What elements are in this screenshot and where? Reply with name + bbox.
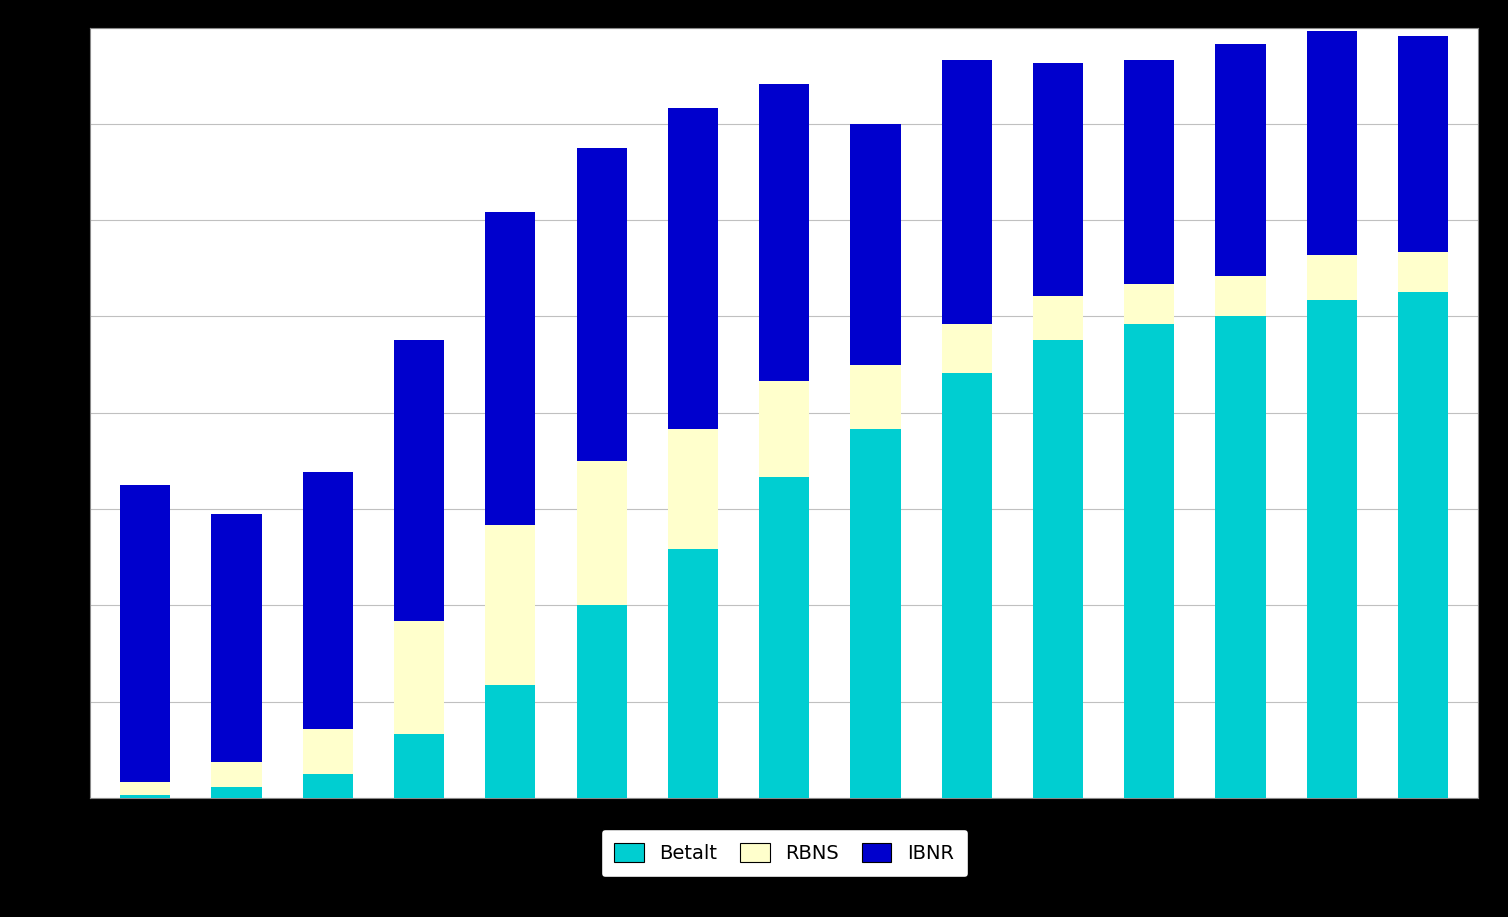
Bar	[394, 622, 445, 734]
Bar	[303, 729, 353, 774]
Bar	[486, 685, 535, 798]
Bar	[851, 428, 900, 798]
Bar	[1123, 284, 1175, 325]
Bar	[1398, 252, 1448, 293]
Legend: Betalt, RBNS, IBNR: Betalt, RBNS, IBNR	[600, 829, 968, 877]
Bar	[1307, 255, 1357, 301]
Bar	[211, 514, 261, 763]
Bar	[394, 734, 445, 798]
Bar	[211, 763, 261, 787]
Bar	[1215, 276, 1265, 316]
Bar	[668, 429, 718, 549]
Bar	[121, 794, 170, 798]
Bar	[1398, 293, 1448, 798]
Bar	[759, 477, 810, 798]
Bar	[303, 472, 353, 729]
Bar	[668, 107, 718, 428]
Bar	[1123, 325, 1175, 798]
Bar	[486, 212, 535, 525]
Bar	[1033, 295, 1083, 340]
Bar	[941, 60, 992, 325]
Bar	[121, 485, 170, 781]
Bar	[576, 148, 627, 460]
Bar	[1307, 30, 1357, 255]
Bar	[1215, 43, 1265, 276]
Bar	[759, 381, 810, 477]
Bar	[1123, 60, 1175, 284]
Bar	[941, 325, 992, 372]
Bar	[1033, 62, 1083, 295]
Bar	[486, 525, 535, 685]
Bar	[394, 340, 445, 622]
Bar	[576, 605, 627, 798]
Bar	[576, 460, 627, 605]
Bar	[1307, 301, 1357, 798]
Bar	[121, 781, 170, 794]
Bar	[851, 124, 900, 365]
Bar	[759, 83, 810, 381]
Bar	[211, 787, 261, 798]
Bar	[941, 372, 992, 798]
Bar	[668, 549, 718, 798]
Bar	[851, 364, 900, 428]
Bar	[303, 774, 353, 798]
Bar	[1215, 316, 1265, 798]
Bar	[1033, 340, 1083, 798]
Bar	[1398, 36, 1448, 252]
